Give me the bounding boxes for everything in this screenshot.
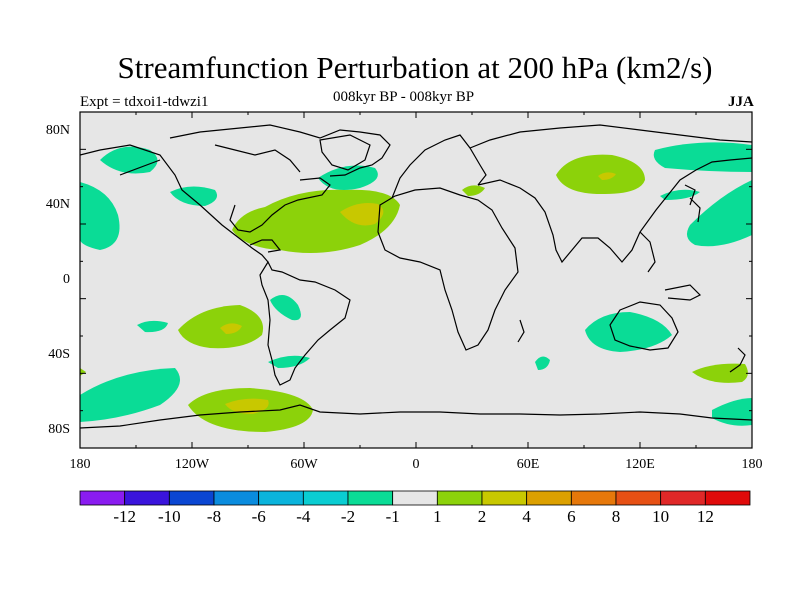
colorbar-label: -12: [113, 507, 136, 526]
colorbar-label: -8: [206, 507, 222, 526]
coast-madagascar: [517, 319, 525, 343]
coast-south-america: [259, 260, 351, 386]
colorbar-label: -6: [251, 507, 266, 526]
colorbar-label: -2: [340, 507, 356, 526]
colorbar-label: 4: [522, 507, 531, 526]
coast-asia: [469, 124, 752, 273]
lat-label-40s: 40S: [48, 347, 70, 362]
colorbar-swatch: [392, 490, 438, 506]
region-europe-positive: [462, 185, 485, 196]
colorbar-label: -1: [385, 507, 400, 526]
lon-label-180w: 180: [69, 457, 91, 472]
colorbar: [79, 490, 751, 506]
colorbar-swatch: [526, 490, 572, 506]
region-asia-positive: [556, 154, 645, 195]
region-central-pacific-negative: [137, 320, 168, 333]
coast-australia: [609, 284, 702, 351]
experiment-label: Expt = tdxoi1-tdwzi1: [80, 94, 209, 110]
colorbar-swatch: [436, 490, 483, 506]
colorbar-label: 2: [477, 507, 487, 526]
region-pacific-west-negative: [80, 182, 120, 250]
region-southern-ocean-positive: [692, 363, 748, 383]
coast-africa-europe: [377, 134, 519, 351]
region-north-atlantic-core: [340, 203, 384, 226]
colorbar-swatch: [660, 490, 706, 506]
region-southern-ocean-negative-a: [268, 355, 310, 368]
period-label: 008kyr BP - 008kyr BP: [333, 89, 475, 105]
lon-label-60w: 60W: [290, 457, 318, 472]
region-south-america-negative: [270, 295, 301, 321]
coast-north-america: [80, 124, 391, 263]
coast-new-zealand: [729, 347, 746, 373]
region-antarctic-core: [225, 398, 269, 414]
colorbar-swatch: [481, 490, 528, 506]
region-south-pacific-core: [220, 323, 242, 334]
colorbar-swatch: [704, 490, 751, 506]
lat-label-80s: 80S: [48, 422, 70, 437]
colorbar-swatch: [168, 490, 215, 506]
coastlines: [80, 124, 752, 429]
colorbar-label: -4: [296, 507, 311, 526]
colorbar-label: 6: [567, 507, 576, 526]
region-arctic-negative: [653, 142, 752, 172]
region-pacific-east-negative: [686, 180, 752, 247]
region-south-atlantic-negative: [535, 356, 550, 370]
colorbar-label: 8: [611, 507, 621, 526]
region-australia-negative: [585, 312, 672, 352]
colorbar-swatch: [570, 490, 617, 506]
lat-label-0: 0: [63, 272, 70, 287]
contour-regions: [80, 142, 752, 432]
colorbar-swatch: [124, 490, 170, 506]
colorbar-swatch: [79, 490, 126, 506]
colorbar-swatch: [347, 490, 394, 506]
region-south-pacific-positive: [178, 305, 264, 349]
region-north-america-west-negative: [170, 186, 218, 206]
ocean-background: [80, 112, 752, 448]
lon-label-120w: 120W: [174, 457, 210, 472]
region-asia-core: [598, 172, 616, 180]
colorbar-swatch: [213, 490, 260, 506]
coast-japan: [689, 197, 701, 223]
colorbar-swatch: [302, 490, 349, 506]
page-title: Streamfunction Perturbation at 200 hPa (…: [117, 50, 713, 85]
colorbar-swatch: [615, 490, 662, 506]
lon-label-0: 0: [412, 457, 420, 472]
region-southern-ocean-negative-b: [80, 368, 180, 422]
lon-label-60e: 60E: [516, 457, 540, 472]
coast-greenland: [319, 134, 371, 171]
colorbar-label: 10: [652, 507, 670, 526]
colorbar-label: 12: [696, 507, 714, 526]
lon-label-120e: 120E: [625, 457, 655, 472]
lat-label-40n: 40N: [45, 197, 70, 212]
colorbar-label: -10: [157, 507, 181, 526]
colorbar-label: 1: [433, 507, 442, 526]
map-ticks: [79, 111, 753, 449]
season-label: JJA: [728, 94, 754, 110]
lon-label-180e: 180: [741, 457, 763, 472]
coast-antarctica: [80, 404, 752, 429]
region-north-atlantic-negative-a: [318, 165, 378, 191]
lat-label-80n: 80N: [45, 123, 70, 138]
region-south-atlantic-positive: [80, 368, 86, 376]
colorbar-swatch: [258, 490, 304, 506]
